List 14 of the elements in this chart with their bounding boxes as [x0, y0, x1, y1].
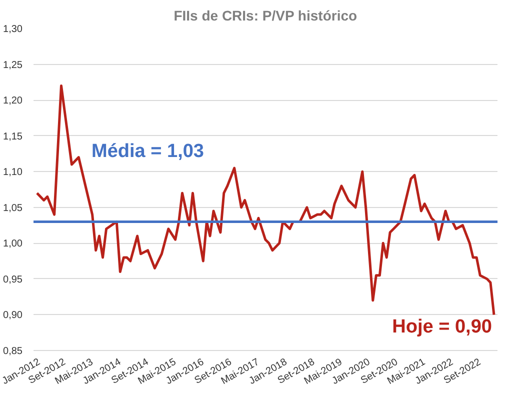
y-tick-label: 1,25 [3, 60, 23, 71]
y-tick-label: 0,85 [3, 346, 23, 357]
annotation: Hoje = 0,90 [392, 316, 492, 338]
y-tick-label: 0,90 [3, 310, 23, 322]
y-tick-label: 1,15 [3, 131, 23, 142]
line-series [36, 84, 496, 316]
chart-title: FIIs de CRIs: P/VP histórico [174, 8, 358, 24]
y-tick-label: 0,95 [3, 274, 23, 286]
y-tick-label: 1,20 [3, 96, 23, 107]
ref-line-label: Média = 1,03 [92, 141, 204, 162]
y-tick-label: 1,00 [3, 238, 23, 250]
y-tick-label: 1,30 [3, 24, 23, 35]
y-tick-label: 1,10 [3, 167, 23, 178]
y-tick-label: 1,05 [3, 202, 23, 214]
